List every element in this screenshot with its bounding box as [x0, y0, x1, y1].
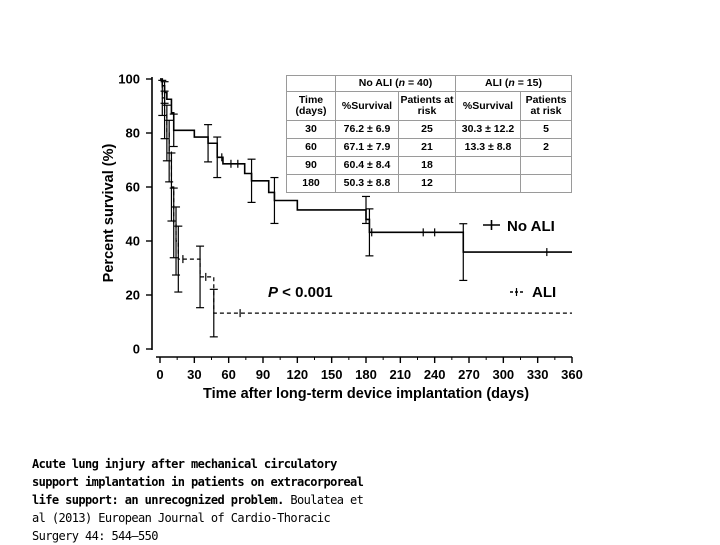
survival-table: No ALI (n = 40) ALI (n = 15) Time (days)… — [286, 75, 572, 193]
table-corner — [286, 75, 336, 92]
table-row: 180 50.3 ± 8.8 12 — [286, 174, 572, 193]
x-tick-label: 300 — [492, 367, 514, 382]
group-header-no-ali: No ALI (n = 40) — [335, 75, 456, 92]
legend-item-ali: ALI — [510, 284, 556, 301]
x-tick-label: 90 — [256, 367, 270, 382]
cell-risk-no-ali: 25 — [398, 120, 456, 139]
cell-time: 60 — [286, 138, 336, 157]
cell-survival-no-ali: 60.4 ± 8.4 — [335, 156, 399, 175]
cell-survival-no-ali: 67.1 ± 7.9 — [335, 138, 399, 157]
caption-citation: Boulatea et al (2013) European Journal o… — [32, 493, 364, 543]
cell-survival-no-ali: 50.3 ± 8.8 — [335, 174, 399, 193]
cell-risk-no-ali: 18 — [398, 156, 456, 175]
col-header-survival-no-ali: %Survival — [335, 91, 399, 121]
cell-time: 90 — [286, 156, 336, 175]
y-tick-label: 60 — [126, 180, 140, 195]
caption-title: Acute lung injury after mechanical circu… — [32, 457, 364, 507]
table-row: 60 67.1 ± 7.9 21 13.3 ± 8.8 2 — [286, 138, 572, 157]
series-ali — [158, 78, 572, 338]
col-header-risk-no-ali: Patients at risk — [398, 91, 456, 121]
x-tick-label: 210 — [389, 367, 411, 382]
cell-survival-ali — [455, 156, 521, 175]
x-tick-label: 30 — [187, 367, 201, 382]
x-tick-label: 360 — [561, 367, 583, 382]
cell-risk-ali — [520, 174, 572, 193]
cell-risk-no-ali: 12 — [398, 174, 456, 193]
cell-survival-ali: 30.3 ± 12.2 — [455, 120, 521, 139]
cell-time: 180 — [286, 174, 336, 193]
x-tick-label: 180 — [355, 367, 377, 382]
group-header-ali: ALI (n = 15) — [455, 75, 572, 92]
y-axis-title: Percent survival (%) — [101, 144, 117, 283]
y-tick-label: 100 — [118, 72, 140, 87]
x-tick-label: 240 — [424, 367, 446, 382]
y-tick-label: 80 — [126, 126, 140, 141]
chart-legend: No ALI ALI — [483, 218, 556, 301]
legend-label-no-ali: No ALI — [507, 218, 555, 235]
series-no-ali — [160, 78, 572, 282]
cell-risk-ali: 2 — [520, 138, 572, 157]
col-header-risk-ali: Patients at risk — [520, 91, 572, 121]
legend-label-ali: ALI — [532, 284, 556, 301]
cell-risk-ali: 5 — [520, 120, 572, 139]
y-tick-label: 0 — [133, 342, 140, 357]
figure-caption: Acute lung injury after mechanical circu… — [32, 455, 377, 545]
x-tick-label: 270 — [458, 367, 480, 382]
x-tick-label: 150 — [321, 367, 343, 382]
cell-survival-ali: 13.3 ± 8.8 — [455, 138, 521, 157]
y-tick-label: 40 — [126, 234, 140, 249]
x-tick-label: 0 — [156, 367, 163, 382]
legend-item-no-ali: No ALI — [483, 218, 555, 235]
cell-survival-no-ali: 76.2 ± 6.9 — [335, 120, 399, 139]
table-row: 30 76.2 ± 6.9 25 30.3 ± 12.2 5 — [286, 120, 572, 139]
x-tick-label: 120 — [286, 367, 308, 382]
chart-series — [158, 78, 572, 338]
x-tick-label: 330 — [527, 367, 549, 382]
y-tick-label: 20 — [126, 288, 140, 303]
table-row: 90 60.4 ± 8.4 18 — [286, 156, 572, 175]
cell-risk-no-ali: 21 — [398, 138, 456, 157]
x-axis-title: Time after long-term device implantation… — [203, 386, 529, 402]
col-header-survival-ali: %Survival — [455, 91, 521, 121]
cell-time: 30 — [286, 120, 336, 139]
p-value-annotation: P < 0.001 — [268, 284, 333, 301]
cell-risk-ali — [520, 156, 572, 175]
x-tick-label: 60 — [221, 367, 235, 382]
col-header-time: Time (days) — [286, 91, 336, 121]
cell-survival-ali — [455, 174, 521, 193]
